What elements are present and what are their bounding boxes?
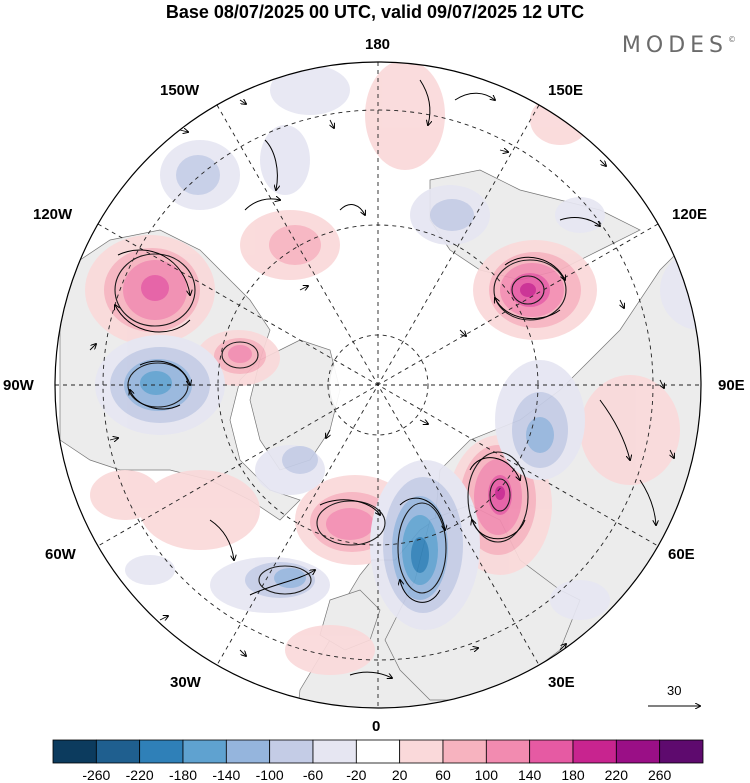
label-90e: 90E: [718, 377, 745, 394]
colorbar-swatch: [312, 739, 357, 764]
brand-logo: MODES©: [621, 33, 736, 58]
label-90w: 90W: [3, 377, 34, 394]
colorbar-swatch: [269, 739, 314, 764]
colorbar-swatch: [139, 739, 184, 764]
colorbar-tick-label: 260: [647, 767, 672, 783]
label-150e: 150E: [548, 82, 584, 99]
reference-vector-label: 30: [667, 683, 682, 698]
anomaly-shading: [85, 62, 701, 675]
colorbar-swatch: [225, 739, 271, 764]
colorbar-swatch: [485, 739, 531, 764]
colorbar: [52, 739, 704, 764]
colorbar-tick-label: 100: [474, 767, 499, 783]
colorbar-tick-label: 140: [517, 767, 542, 783]
colorbar-swatch: [52, 739, 97, 764]
colorbar-swatch: [615, 739, 661, 764]
label-60w: 60W: [45, 546, 76, 563]
label-30w: 30W: [170, 674, 201, 691]
colorbar-tick-label: -60: [302, 767, 324, 783]
small-wind-vectors: [89, 100, 674, 656]
colorbar-swatch: [182, 739, 227, 764]
colorbar-swatch: [95, 739, 141, 764]
colorbar-swatch: [355, 739, 401, 764]
colorbar-tick-label: 180: [561, 767, 585, 783]
colorbar-tick-label: 220: [604, 767, 629, 783]
colorbar-tick-label: -220: [125, 767, 154, 783]
map-boundary: [54, 61, 702, 709]
contour-lines: [114, 253, 567, 595]
label-120e: 120E: [672, 206, 708, 223]
colorbar-tick-label: 20: [391, 767, 408, 783]
colorbar-tick-label: -100: [255, 767, 284, 783]
label-150w: 150W: [160, 82, 200, 99]
colorbar-swatch: [529, 739, 574, 764]
colorbar-tick-label: -20: [346, 767, 367, 783]
colorbar-tick-label: 60: [435, 767, 451, 783]
label-120w: 120W: [33, 206, 73, 223]
colorbar-tick-label: -140: [212, 767, 241, 783]
colorbar-swatch: [659, 739, 704, 764]
colorbar-swatch: [442, 739, 487, 764]
wind-vectors: [115, 79, 656, 678]
label-180: 180: [365, 36, 391, 53]
label-0: 0: [372, 718, 381, 735]
colorbar-swatch: [399, 739, 444, 764]
map-title: Base 08/07/2025 00 UTC, valid 09/07/2025…: [165, 2, 585, 22]
colorbar-swatch: [572, 739, 617, 764]
label-60e: 60E: [668, 546, 695, 563]
label-30e: 30E: [548, 674, 575, 691]
colorbar-tick-label: -180: [168, 767, 198, 783]
colorbar-tick-label: -260: [82, 767, 111, 783]
